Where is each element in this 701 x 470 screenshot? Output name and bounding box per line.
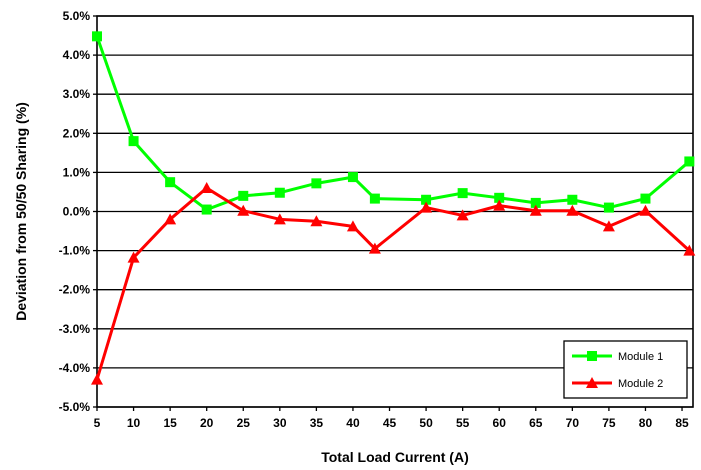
data-point bbox=[684, 156, 695, 167]
series-group bbox=[91, 31, 696, 385]
x-tick-label: 20 bbox=[200, 416, 214, 430]
y-tick-label: 2.0% bbox=[63, 126, 91, 140]
data-point bbox=[165, 177, 176, 188]
data-point bbox=[273, 213, 286, 225]
data-point bbox=[200, 182, 213, 194]
y-tick-label: -2.0% bbox=[59, 283, 91, 297]
data-point bbox=[602, 220, 615, 232]
x-tick-label: 45 bbox=[383, 416, 397, 430]
data-point bbox=[347, 172, 358, 183]
y-tick-label: 3.0% bbox=[63, 87, 91, 101]
data-point bbox=[311, 178, 322, 189]
legend-item: Module 2 bbox=[572, 377, 663, 390]
y-tick-label: 0.0% bbox=[63, 205, 91, 219]
data-point bbox=[457, 188, 468, 199]
data-point bbox=[238, 190, 249, 201]
legend-label: Module 1 bbox=[618, 351, 663, 363]
y-tick-label: 4.0% bbox=[63, 48, 91, 62]
x-tick-label: 60 bbox=[493, 416, 507, 430]
x-tick-label: 15 bbox=[163, 416, 177, 430]
data-point bbox=[566, 204, 579, 216]
y-tick-label: 5.0% bbox=[63, 9, 91, 23]
y-tick-label: -1.0% bbox=[59, 244, 91, 258]
legend-item: Module 1 bbox=[572, 351, 663, 363]
y-tick-label: -4.0% bbox=[59, 361, 91, 375]
data-point bbox=[368, 242, 381, 254]
x-tick-label: 10 bbox=[127, 416, 141, 430]
y-axis-title: Deviation from 50/50 Sharing (%) bbox=[13, 102, 29, 321]
data-point bbox=[310, 215, 323, 227]
data-point bbox=[274, 187, 285, 198]
x-tick-label: 5 bbox=[94, 416, 101, 430]
data-point bbox=[237, 204, 250, 216]
data-point bbox=[91, 373, 103, 385]
y-tick-label: 1.0% bbox=[63, 165, 91, 179]
x-tick-label: 70 bbox=[566, 416, 580, 430]
data-point bbox=[530, 197, 541, 208]
x-tick-label: 55 bbox=[456, 416, 470, 430]
data-point bbox=[494, 192, 505, 203]
y-tick-label: -3.0% bbox=[59, 322, 91, 336]
data-point bbox=[369, 193, 380, 204]
data-point bbox=[683, 244, 696, 256]
data-point bbox=[529, 204, 542, 216]
x-tick-label: 40 bbox=[346, 416, 360, 430]
data-point bbox=[603, 202, 614, 213]
data-point bbox=[128, 136, 139, 147]
data-point bbox=[493, 199, 506, 211]
data-point bbox=[420, 201, 433, 213]
data-point bbox=[639, 204, 652, 216]
data-point bbox=[640, 193, 651, 204]
x-axis-title: Total Load Current (A) bbox=[321, 449, 469, 465]
legend: Module 1 Module 2 bbox=[563, 340, 688, 399]
data-point bbox=[127, 251, 140, 263]
x-tick-label: 80 bbox=[639, 416, 653, 430]
data-point bbox=[164, 213, 177, 225]
y-tick-label: -5.0% bbox=[59, 400, 91, 414]
legend-swatch-marker bbox=[586, 377, 598, 388]
data-point bbox=[456, 209, 469, 221]
data-point bbox=[346, 220, 359, 232]
x-tick-label: 35 bbox=[310, 416, 324, 430]
series-1 bbox=[92, 31, 695, 215]
series-2 bbox=[91, 182, 696, 385]
data-point bbox=[421, 194, 432, 205]
legend-label: Module 2 bbox=[618, 378, 663, 390]
y-axis-ticks: 5.0% 4.0% 3.0% 2.0% 1.0% 0.0% -1.0% -2.0% -3.0% -… bbox=[59, 9, 97, 414]
x-tick-label: 75 bbox=[602, 416, 616, 430]
x-axis-ticks: 5 10 15 20 25 30 35 40 45 50 55 60 65 70 75 80 85 bbox=[94, 407, 689, 430]
x-tick-label: 30 bbox=[273, 416, 287, 430]
x-tick-label: 50 bbox=[419, 416, 433, 430]
legend-swatch-marker bbox=[587, 351, 597, 361]
x-tick-label: 85 bbox=[675, 416, 689, 430]
data-point bbox=[92, 31, 102, 42]
legend-box bbox=[563, 340, 688, 399]
x-tick-label: 65 bbox=[529, 416, 543, 430]
data-point bbox=[201, 204, 212, 215]
series-line bbox=[95, 35, 691, 212]
x-tick-label: 25 bbox=[237, 416, 251, 430]
data-point bbox=[567, 194, 578, 205]
